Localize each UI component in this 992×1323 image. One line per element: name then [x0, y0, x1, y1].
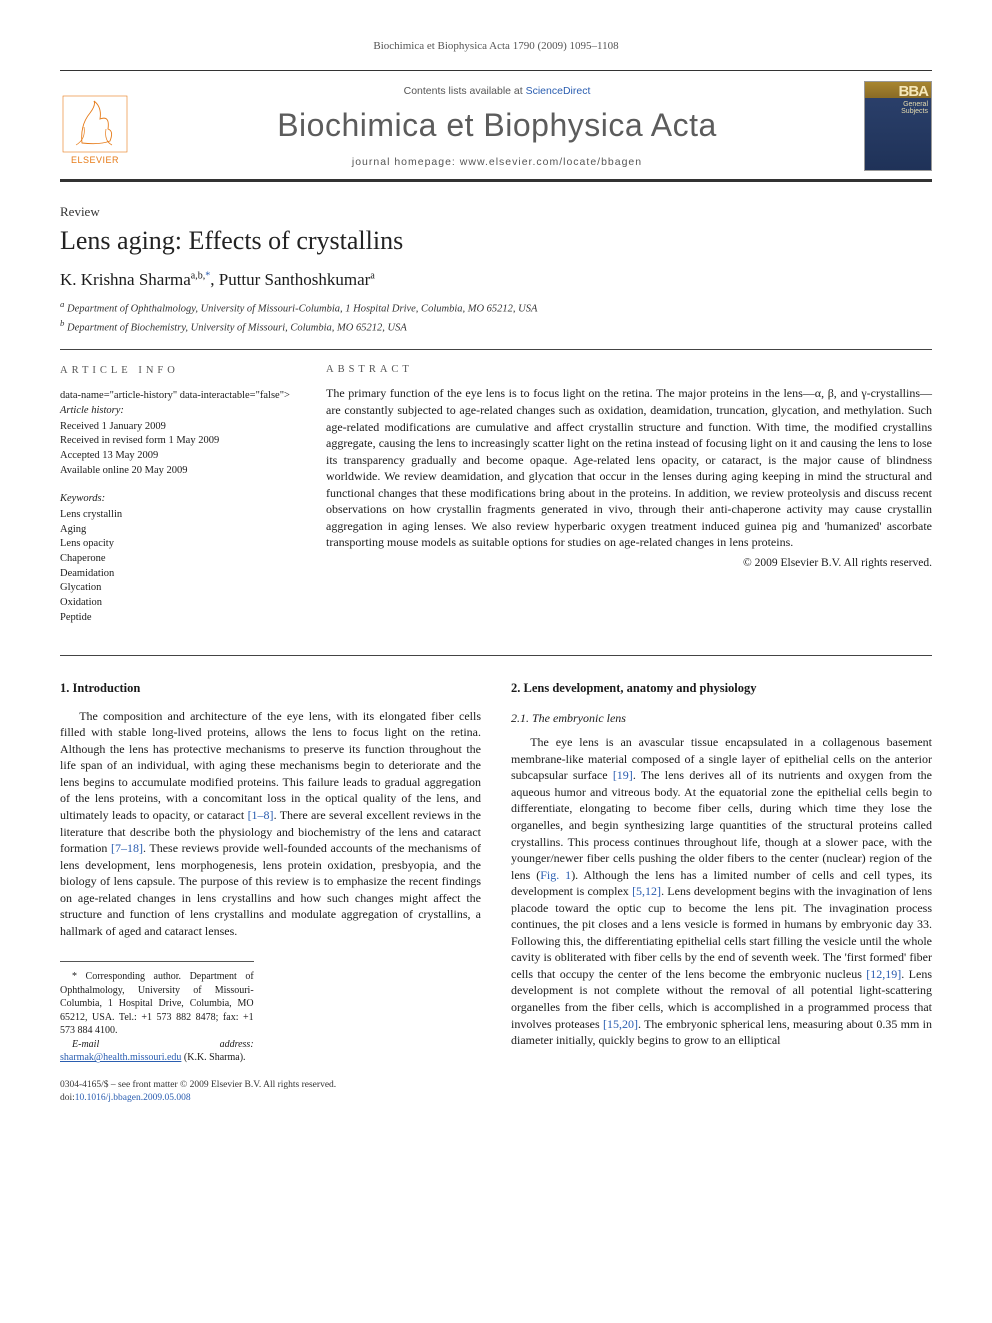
- keyword: Lens crystallin: [60, 508, 292, 523]
- contents-prefix: Contents lists available at: [404, 85, 526, 97]
- history-line: Accepted 13 May 2009: [60, 449, 292, 464]
- front-matter-line: 0304-4165/$ – see front matter © 2009 El…: [60, 1079, 481, 1105]
- elsevier-logo: ELSEVIER: [60, 87, 130, 165]
- keyword: Peptide: [60, 611, 292, 626]
- keyword: Glycation: [60, 581, 292, 596]
- keyword: Deamidation: [60, 567, 292, 582]
- footnotes: * Corresponding author. Department of Op…: [60, 961, 254, 1065]
- section-1-head: 1. Introduction: [60, 680, 481, 697]
- affiliation-a: Department of Ophthalmology, University …: [67, 304, 537, 315]
- ref-link[interactable]: [7–18]: [111, 841, 143, 855]
- ref-link[interactable]: [15,20]: [603, 1017, 638, 1031]
- keyword: Oxidation: [60, 596, 292, 611]
- ref-link[interactable]: [12,19]: [866, 967, 901, 981]
- keywords-head: Keywords:: [60, 492, 292, 507]
- ref-link[interactable]: [1–8]: [248, 808, 274, 822]
- journal-cover-thumb: BBA GeneralSubjects: [864, 81, 932, 171]
- ref-link[interactable]: [5,12]: [632, 884, 661, 898]
- author-1: K. Krishna Sharma: [60, 270, 191, 289]
- journal-masthead: ELSEVIER Contents lists available at Sci…: [60, 70, 932, 182]
- cover-bba: BBA: [899, 83, 929, 100]
- abstract-text: The primary function of the eye lens is …: [326, 385, 932, 550]
- authors: K. Krishna Sharmaa,b,*, Puttur Santhoshk…: [60, 270, 932, 290]
- running-head: Biochimica et Biophysica Acta 1790 (2009…: [60, 40, 932, 52]
- article-info-label: ARTICLE INFO: [60, 364, 292, 379]
- author-1-aff: a,b,*: [191, 270, 210, 281]
- keyword: Chaperone: [60, 552, 292, 567]
- history-line: Received in revised form 1 May 2009: [60, 434, 292, 449]
- keyword: Lens opacity: [60, 537, 292, 552]
- fig-link[interactable]: Fig. 1: [540, 868, 571, 882]
- section-2-head: 2. Lens development, anatomy and physiol…: [511, 680, 932, 697]
- cover-sub: GeneralSubjects: [901, 101, 928, 115]
- publisher-name: ELSEVIER: [71, 155, 119, 165]
- doi-link[interactable]: 10.1016/j.bbagen.2009.05.008: [75, 1093, 191, 1103]
- affiliation-b: Department of Biochemistry, University o…: [67, 322, 407, 333]
- keyword: Aging: [60, 523, 292, 538]
- article-type: Review: [60, 204, 932, 220]
- journal-title: Biochimica et Biophysica Acta: [150, 107, 844, 144]
- history-line: Available online 20 May 2009: [60, 464, 292, 479]
- section-1-para: The composition and architecture of the …: [60, 708, 481, 940]
- history-line: Received 1 January 2009: [60, 420, 292, 435]
- homepage-label: journal homepage:: [352, 156, 460, 168]
- article-body: 1. Introduction The composition and arch…: [60, 680, 932, 1105]
- contents-line: Contents lists available at ScienceDirec…: [150, 85, 844, 97]
- abstract-copyright: © 2009 Elsevier B.V. All rights reserved…: [326, 557, 932, 569]
- keywords-block: Keywords: Lens crystallin Aging Lens opa…: [60, 492, 292, 625]
- section-2.1-head: 2.1. The embryonic lens: [511, 710, 932, 727]
- author-2-aff: a: [370, 270, 374, 281]
- abstract-label: ABSTRACT: [326, 364, 932, 375]
- ref-link[interactable]: [19]: [613, 768, 633, 782]
- sciencedirect-link[interactable]: ScienceDirect: [526, 85, 591, 97]
- section-2.1-para: The eye lens is an avascular tissue enca…: [511, 734, 932, 1048]
- corresponding-note: * Corresponding author. Department of Op…: [60, 970, 254, 1038]
- author-2: , Puttur Santhoshkumar: [210, 270, 370, 289]
- homepage-url[interactable]: www.elsevier.com/locate/bbagen: [460, 156, 642, 168]
- email-link[interactable]: sharmak@health.missouri.edu: [60, 1052, 181, 1063]
- affiliations: a Department of Ophthalmology, Universit…: [60, 298, 932, 335]
- article-title: Lens aging: Effects of crystallins: [60, 226, 932, 256]
- email-note: E-mail address: sharmak@health.missouri.…: [60, 1038, 254, 1065]
- journal-homepage: journal homepage: www.elsevier.com/locat…: [150, 156, 844, 168]
- history-head: Article history:: [60, 404, 292, 419]
